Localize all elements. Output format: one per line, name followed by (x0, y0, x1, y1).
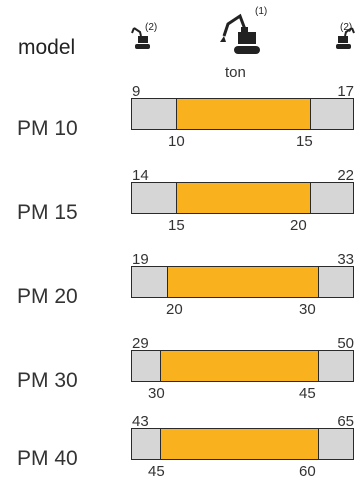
range-fill (176, 99, 311, 129)
outer-min: 14 (132, 167, 149, 184)
inner-min: 10 (168, 133, 185, 150)
range-fill (160, 351, 319, 381)
outer-max: 50 (337, 335, 354, 352)
range-bar (131, 428, 354, 460)
inner-max: 60 (299, 463, 316, 480)
outer-min: 19 (132, 251, 149, 268)
footnote-marker: (2) (340, 22, 353, 33)
footnote-marker: (1) (255, 6, 268, 17)
outer-min: 43 (132, 413, 149, 430)
outer-max: 17 (337, 83, 354, 100)
outer-max: 65 (337, 413, 354, 430)
outer-max: 33 (337, 251, 354, 268)
small-excavator-icon (130, 26, 152, 52)
model-label: PM 40 (17, 447, 78, 470)
model-label: PM 30 (17, 369, 78, 392)
inner-max: 20 (290, 217, 307, 234)
inner-min: 20 (166, 301, 183, 318)
model-row: PM 15 14 22 15 20 (0, 166, 356, 251)
excavator-icon (218, 12, 262, 58)
model-row: PM 10 9 17 10 15 (0, 82, 356, 167)
model-label: PM 20 (17, 285, 78, 308)
inner-min: 15 (168, 217, 185, 234)
inner-max: 15 (296, 133, 313, 150)
inner-min: 30 (148, 385, 165, 402)
range-bar (131, 182, 354, 214)
model-column-header: model (18, 36, 76, 59)
footnote-marker: (2) (145, 22, 158, 33)
unit-label: ton (225, 64, 246, 81)
range-fill (160, 429, 319, 459)
outer-min: 29 (132, 335, 149, 352)
range-bar (131, 350, 354, 382)
model-row: PM 20 19 33 20 30 (0, 250, 356, 335)
range-bar (131, 266, 354, 298)
range-fill (176, 183, 311, 213)
outer-min: 9 (132, 83, 141, 100)
model-label: PM 10 (17, 117, 78, 140)
inner-max: 30 (299, 301, 316, 318)
range-fill (167, 267, 319, 297)
model-row: PM 40 43 65 45 60 (0, 412, 356, 497)
range-bar (131, 98, 354, 130)
small-excavator-icon (334, 26, 356, 52)
outer-max: 22 (337, 167, 354, 184)
model-row: PM 30 29 50 30 45 (0, 334, 356, 419)
model-label: PM 15 (17, 201, 78, 224)
inner-min: 45 (148, 463, 165, 480)
inner-max: 45 (299, 385, 316, 402)
